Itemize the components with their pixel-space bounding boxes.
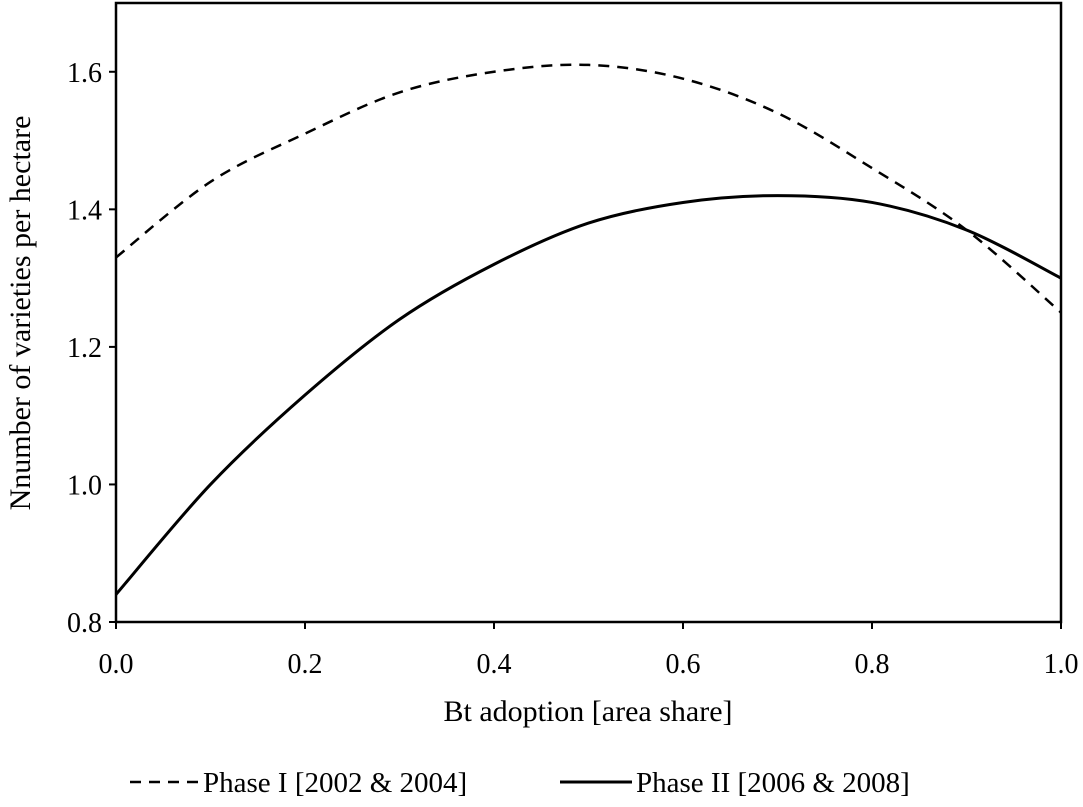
x-tick-label: 1.0 (1044, 649, 1079, 680)
legend-label: Phase II [2006 & 2008] (636, 767, 910, 799)
x-tick-label: 0.2 (288, 649, 323, 680)
y-tick-label: 1.2 (67, 333, 102, 364)
plot-frame (114, 1, 1063, 624)
y-tick-label: 1.4 (67, 195, 102, 226)
y-axis-label: Nnumber of varieties per hectare (4, 116, 37, 511)
x-tick-label: 0.8 (855, 649, 890, 680)
y-tick-label: 1.0 (67, 470, 102, 501)
legend-label: Phase I [2002 & 2004] (203, 767, 467, 799)
legend: Phase I [2002 & 2004] Phase II [2006 & 20… (130, 767, 910, 799)
y-axis-ticks: 0.8 1.0 1.2 1.4 1.6 (67, 58, 116, 639)
x-tick-label: 0.4 (477, 649, 512, 680)
x-axis-ticks: 0.0 0.2 0.4 0.6 0.8 1.0 (99, 622, 1079, 680)
series-line-phase-2 (114, 194, 1062, 596)
series-layer (114, 63, 1062, 596)
y-tick-label: 0.8 (67, 608, 102, 639)
series-line-phase-1 (115, 63, 1062, 314)
x-tick-label: 0.0 (99, 649, 134, 680)
x-axis-label: Bt adoption [area share] (443, 695, 732, 728)
y-tick-label: 1.6 (67, 58, 102, 89)
x-tick-label: 0.6 (666, 649, 701, 680)
